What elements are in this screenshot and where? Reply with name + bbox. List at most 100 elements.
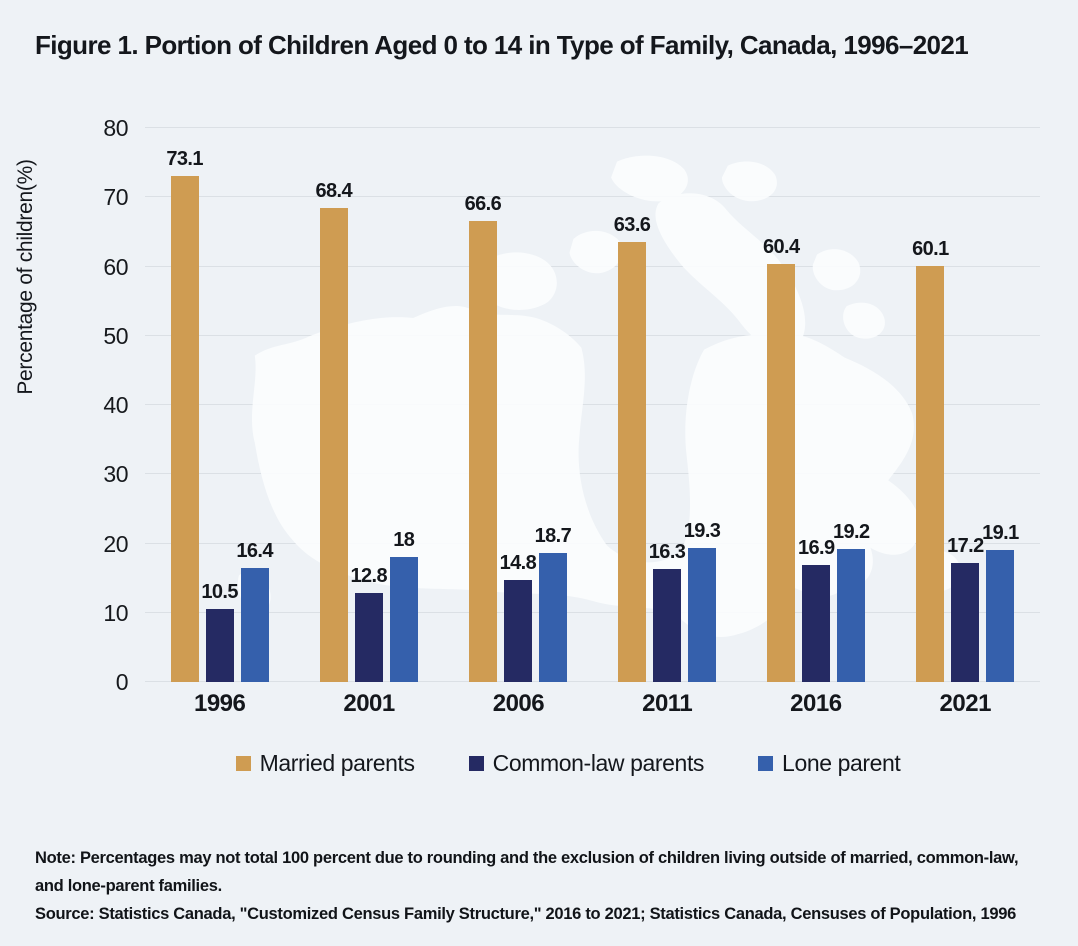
y-tick-40: 40	[103, 392, 128, 418]
legend-item-lone-parent: Lone parent	[758, 750, 901, 777]
footnotes: Note: Percentages may not total 100 perc…	[35, 844, 1055, 928]
barwrap: 19.3	[684, 520, 721, 682]
bar-group-1996: 73.1 10.5 16.4	[166, 148, 273, 682]
bar-common-law-parents-1996	[205, 609, 234, 682]
y-tick-80: 80	[103, 115, 128, 141]
gridline-30	[145, 473, 1040, 475]
barwrap: 60.1	[912, 238, 949, 682]
gridline-0	[145, 681, 1040, 682]
bar-lone-parent-2016	[837, 549, 866, 682]
data-label-married-parents-2011: 63.6	[613, 213, 651, 236]
data-label-lone-parent-2016: 19.2	[832, 521, 870, 544]
bar-married-parents-2011	[618, 241, 647, 682]
gridline-40	[145, 404, 1040, 405]
y-tick-0: 0	[115, 669, 129, 695]
note-line-1: Note: Percentages may not total 100 perc…	[35, 849, 1019, 867]
legend-swatch-icon	[235, 756, 251, 771]
data-label-married-parents-2016: 60.4	[762, 235, 800, 258]
bar-married-parents-1996	[170, 175, 199, 682]
legend-swatch-icon	[758, 756, 774, 771]
data-label-lone-parent-2021: 19.1	[982, 521, 1019, 544]
barwrap: 18.7	[535, 525, 572, 682]
data-label-common-law-parents-2001: 12.8	[350, 565, 387, 588]
data-label-lone-parent-1996: 16.4	[236, 540, 273, 563]
gridline-50	[145, 334, 1040, 336]
barwrap: 19.1	[982, 522, 1019, 682]
plot-area: 73.1 10.5 16.4 68.4 12.8 18 66.6 14.8 18.7 63.6 16…	[145, 127, 1040, 682]
note-line-2: and lone-parent families.	[35, 877, 222, 895]
barwrap: 18	[389, 529, 418, 682]
barwrap: 73.1	[166, 148, 203, 682]
bar-common-law-parents-2011	[653, 569, 682, 682]
barwrap: 16.4	[236, 540, 273, 682]
barwrap: 14.8	[500, 552, 537, 682]
bar-group-2001: 68.4 12.8 18	[315, 180, 418, 682]
barwrap: 66.6	[465, 193, 502, 682]
x-label-2006: 2006	[492, 690, 545, 717]
bar-groups: 73.1 10.5 16.4 68.4 12.8 18 66.6 14.8 18.7 63.6 16…	[145, 128, 1040, 682]
barwrap: 19.2	[833, 521, 870, 682]
y-tick-50: 50	[103, 322, 128, 349]
legend-swatch-icon	[468, 756, 484, 771]
legend-label: Lone parent	[782, 750, 901, 776]
barwrap: 68.4	[315, 180, 353, 682]
barwrap: 12.8	[350, 565, 388, 682]
bar-group-2016: 60.4 16.9 19.2	[763, 236, 870, 682]
gridline-80	[145, 127, 1040, 128]
y-tick-30: 30	[103, 461, 128, 488]
bar-group-2011: 63.6 16.3 19.3	[614, 214, 721, 682]
x-label-2016: 2016	[790, 690, 842, 717]
x-axis-labels: 1996 2001 2006 2011 2016 2021	[145, 690, 1040, 718]
legend-item-common-law-parents: Common-law parents	[468, 750, 705, 777]
bar-common-law-parents-2001	[354, 593, 383, 682]
y-tick-20: 20	[103, 530, 128, 557]
data-label-common-law-parents-1996: 10.5	[201, 581, 238, 604]
bar-common-law-parents-2021	[951, 562, 980, 682]
bar-lone-parent-2006	[538, 552, 567, 682]
data-label-married-parents-2001: 68.4	[315, 180, 352, 203]
data-label-common-law-parents-2016: 16.9	[797, 536, 835, 559]
barwrap: 16.3	[649, 541, 686, 682]
bar-common-law-parents-2016	[802, 564, 831, 682]
bar-lone-parent-1996	[240, 568, 269, 682]
legend-label: Common-law parents	[492, 750, 705, 776]
legend: Married parents Common-law parents Lone pa…	[0, 750, 1078, 777]
gridline-70	[145, 196, 1040, 198]
data-label-lone-parent-2011: 19.3	[683, 520, 721, 543]
barwrap: 60.4	[763, 236, 800, 682]
bar-married-parents-2001	[319, 208, 348, 682]
x-label-2011: 2011	[642, 690, 693, 717]
x-label-1996: 1996	[193, 690, 246, 717]
y-tick-10: 10	[103, 599, 128, 626]
x-label-2001: 2001	[343, 690, 395, 717]
barwrap: 63.6	[614, 214, 651, 682]
bar-married-parents-2021	[916, 265, 945, 682]
y-tick-70: 70	[103, 184, 128, 211]
data-label-common-law-parents-2011: 16.3	[648, 541, 686, 564]
bar-common-law-parents-2006	[503, 579, 532, 682]
barwrap: 16.9	[798, 537, 835, 682]
data-label-married-parents-1996: 73.1	[166, 147, 203, 170]
barwrap: 17.2	[947, 535, 984, 682]
x-label-2021: 2021	[939, 690, 992, 717]
legend-label: Married parents	[259, 750, 415, 776]
bar-married-parents-2016	[767, 263, 796, 682]
chart-title: Figure 1. Portion of Children Aged 0 to …	[35, 30, 969, 60]
bar-lone-parent-2021	[986, 549, 1015, 682]
barwrap: 10.5	[201, 581, 238, 682]
bar-married-parents-2006	[468, 220, 497, 682]
legend-item-married-parents: Married parents	[235, 750, 415, 777]
source-line: Source: Statistics Canada, "Customized C…	[35, 905, 1016, 923]
bar-lone-parent-2001	[389, 557, 418, 682]
data-label-common-law-parents-2006: 14.8	[499, 551, 537, 574]
data-label-married-parents-2021: 60.1	[912, 237, 949, 260]
data-label-lone-parent-2006: 18.7	[534, 524, 572, 547]
data-label-lone-parent-2001: 18	[393, 529, 415, 552]
bar-group-2021: 60.1 17.2 19.1	[912, 238, 1019, 682]
y-tick-60: 60	[103, 253, 128, 280]
bar-group-2006: 66.6 14.8 18.7	[465, 193, 572, 682]
bar-lone-parent-2011	[688, 548, 717, 682]
data-label-married-parents-2006: 66.6	[464, 192, 502, 215]
data-label-common-law-parents-2021: 17.2	[947, 534, 984, 557]
